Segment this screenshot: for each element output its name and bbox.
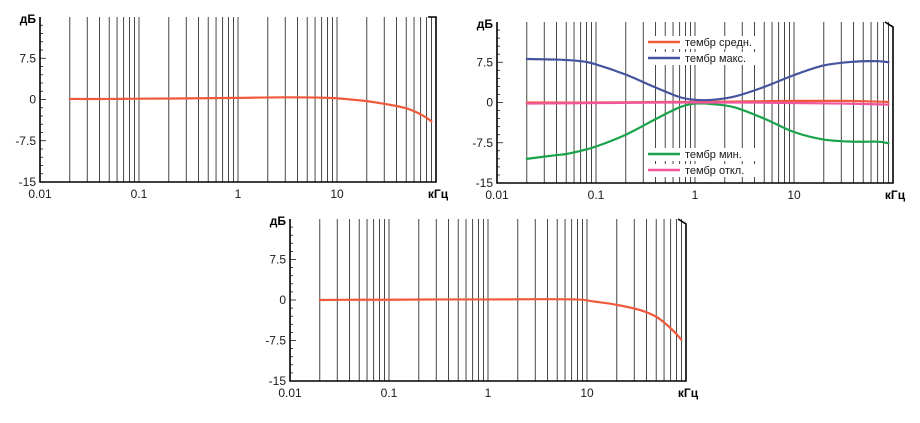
legend-background [645, 36, 761, 49]
series-line-1 [318, 298, 683, 342]
x-tick-label: 10 [330, 187, 344, 201]
legend-item: тембр мин. [645, 148, 761, 161]
y-tick-label: 7.5 [476, 55, 493, 69]
x-tick-label: 10 [787, 188, 801, 202]
plot-frame [496, 21, 894, 184]
x-tick-label: 0.1 [588, 188, 605, 202]
x-tick-label: 0.01 [485, 188, 509, 202]
legend-item: тембр средн. [645, 36, 761, 49]
y-tick-label: -7.5 [472, 136, 493, 150]
x-tick-label: 0.01 [278, 386, 302, 400]
y-tick-label: 7.5 [269, 253, 286, 267]
series-line-4 [525, 101, 890, 106]
x-tick-label: 0.1 [131, 187, 148, 201]
x-tick-label: 0.1 [381, 386, 398, 400]
series-line-1 [68, 96, 433, 123]
x-tick-label: 1 [485, 386, 492, 400]
legend-label: тембр средн. [685, 37, 752, 49]
x-tick-label: 1 [235, 187, 242, 201]
legend-background [645, 148, 761, 161]
legend-label: тембр откл. [685, 165, 744, 177]
legend-background [645, 164, 761, 177]
x-tick-label: 10 [580, 386, 594, 400]
plot-frame [39, 16, 437, 183]
x-axis-label: кГц [678, 386, 699, 400]
y-tick-label: -7.5 [265, 334, 286, 348]
y-tick-label: -15 [269, 374, 287, 388]
y-tick-label: -15 [19, 175, 37, 189]
legend-label: тембр макс. [685, 53, 746, 65]
y-axis-label: дБ [477, 17, 494, 31]
chart-top-left: 7.5 0 -7.5 -15 дБ 0.01 0.1 1 10 кГц [15, 12, 448, 201]
x-axis-label: кГц [428, 187, 449, 201]
y-tick-label: -15 [476, 176, 494, 190]
chart-top-right: 7.5 0 -7.5 -15 дБ 0.01 0.1 1 10 кГц тембр средн. те… [472, 17, 905, 202]
y-tick-label: 7.5 [19, 51, 36, 65]
legend-item: тембр откл. [645, 164, 761, 177]
series-line-2 [525, 57, 890, 102]
y-tick-label: 0 [279, 293, 286, 307]
y-axis-label: дБ [20, 12, 37, 26]
plot-frame [289, 218, 687, 382]
y-tick-label: 0 [486, 96, 493, 110]
x-axis-label: кГц [885, 188, 906, 202]
y-axis-label: дБ [270, 214, 287, 228]
y-tick-label: -7.5 [15, 134, 36, 148]
chart-bottom: 7.5 0 -7.5 -15 дБ 0.01 0.1 1 10 кГц [265, 214, 698, 400]
x-tick-label: 0.01 [28, 187, 52, 201]
y-tick-label: 0 [29, 93, 36, 107]
legend-item: тембр макс. [645, 52, 761, 65]
x-tick-label: 1 [692, 188, 699, 202]
legend-background [645, 52, 761, 65]
legend-label: тембр мин. [685, 149, 742, 161]
